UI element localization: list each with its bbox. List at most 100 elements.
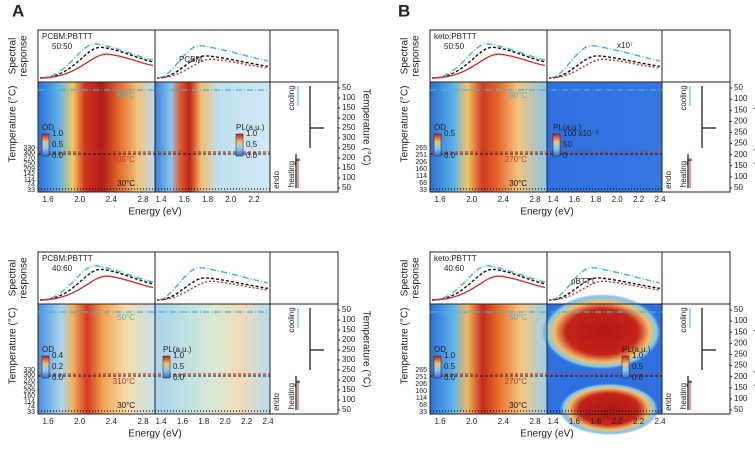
legend-tick: 0.0: [632, 373, 644, 382]
x-label: Energy (eV): [520, 429, 573, 440]
annotation: 30°C: [117, 401, 135, 410]
t-tick-left: 142: [23, 171, 35, 178]
legend-title: OD: [434, 123, 446, 132]
legend-tick: 1.0: [632, 351, 644, 360]
x-tick: 1.4: [155, 417, 167, 426]
t-tick-right: 100: [734, 394, 748, 403]
annotation: 50°C: [117, 91, 135, 100]
x-tick: 2.0: [612, 195, 624, 204]
t-tick-left: 114: [24, 398, 35, 405]
x-tick: 2.4: [106, 417, 118, 426]
t-tick-left: 265: [415, 145, 427, 152]
t-tick-right: 150: [734, 161, 748, 170]
annotation: 50°C: [509, 313, 527, 322]
x-tick: 1.6: [179, 195, 191, 204]
right-label: Temperature (°C): [752, 89, 755, 166]
color-bar: [235, 133, 244, 157]
t-tick-right: 200: [734, 116, 748, 125]
t-tick-right: 100: [734, 316, 748, 325]
annotation: 270°C: [505, 155, 528, 164]
x-tick: 1.6: [569, 195, 581, 204]
legend-tick: 0.5: [632, 362, 644, 371]
side-label: cooling: [679, 85, 688, 110]
t-tick-left: 251: [415, 152, 427, 159]
legend-title: PL(a.u.): [163, 345, 192, 354]
t-tick-right: 100: [342, 395, 356, 404]
legend-tick: 0.5: [444, 362, 456, 371]
side-label: heating: [287, 383, 296, 409]
t-tick-right: 200: [342, 113, 356, 122]
legend-tick: 0: [563, 151, 568, 160]
t-tick-left: 74: [27, 404, 35, 411]
t-tick-right: 100: [734, 94, 748, 103]
sample: keto:PBTTT: [434, 254, 477, 263]
frame: [429, 29, 731, 193]
x-tick: 2.0: [612, 417, 624, 426]
t-tick-right: 200: [734, 372, 748, 381]
x-tick: 2.0: [74, 417, 86, 426]
color-bar: [552, 133, 561, 157]
x-tick: 2.4: [498, 417, 510, 426]
x-tick: 1.6: [434, 195, 446, 204]
spectrum-curve: [431, 53, 546, 79]
t-tick-left: 33: [419, 409, 427, 416]
t-tick-right: 50: [342, 305, 351, 314]
color-bar: [433, 133, 442, 157]
y-label: Temperature (°C): [8, 86, 19, 163]
legend-tick: 1.0: [444, 351, 456, 360]
ratio: 40:60: [52, 264, 73, 273]
x-tick: 2.4: [654, 195, 666, 204]
t-tick-left: 330: [23, 367, 35, 374]
legend-tick: 0.2: [52, 362, 64, 371]
spectrum-curve: [156, 55, 269, 79]
annotation: 50°C: [509, 91, 527, 100]
strip-label: Spectral: [400, 260, 411, 297]
t-tick-right: 150: [342, 385, 356, 394]
legend-title: OD: [42, 345, 54, 354]
side-label: heating: [287, 161, 296, 187]
x-tick: 1.6: [177, 417, 189, 426]
x-tick: 2.0: [74, 195, 86, 204]
legend-title: OD: [434, 345, 446, 354]
spectrum-curve: [156, 58, 269, 79]
x-tick: 2.4: [262, 417, 274, 426]
side-label: endo: [664, 171, 673, 189]
spectrum-curve: [39, 275, 154, 301]
t-tick-left: 300: [23, 150, 35, 157]
spectrum-curve: [431, 265, 546, 301]
x-tick: 2.4: [654, 417, 666, 426]
t-tick-right: 250: [734, 361, 748, 370]
t-tick-right: 150: [342, 103, 356, 112]
strip-label: response: [411, 35, 422, 77]
t-tick-left: 250: [23, 383, 35, 390]
t-tick-left: 206: [415, 381, 427, 388]
t-tick-right: 50: [734, 405, 743, 414]
x-tick: 2.8: [529, 417, 541, 426]
x-tick: 1.6: [42, 195, 54, 204]
t-tick-right: 300: [342, 133, 356, 142]
legend-tick: 0.0: [173, 373, 185, 382]
x-tick: 1.6: [42, 417, 54, 426]
annotation: 270°C: [505, 377, 528, 386]
annotation: 30°C: [117, 179, 135, 188]
t-tick-right: 100: [342, 315, 356, 324]
dsc-trace: [687, 308, 716, 410]
t-tick-right: 200: [342, 153, 356, 162]
right-label: Temperature (°C): [752, 311, 755, 388]
od-map: [430, 82, 547, 192]
sample: keto:PBTTT: [434, 32, 477, 41]
spectrum-curve: [156, 277, 269, 301]
t-tick-left: 265: [415, 367, 427, 374]
x-tick: 1.8: [590, 417, 602, 426]
spectrum-curve: [548, 58, 661, 79]
t-tick-right: 50: [734, 183, 743, 192]
t-tick-right: 250: [734, 128, 748, 137]
side-label: cooling: [679, 307, 688, 332]
t-tick-right: 50: [342, 83, 351, 92]
spectrum-curve: [548, 280, 661, 301]
x-tick: 2.0: [466, 195, 478, 204]
legend-tick: 100 x10⁻³: [563, 129, 599, 138]
spectrum-curve: [548, 55, 661, 79]
spectrum-curve: [548, 44, 661, 79]
spectrum-curve: [39, 53, 154, 79]
